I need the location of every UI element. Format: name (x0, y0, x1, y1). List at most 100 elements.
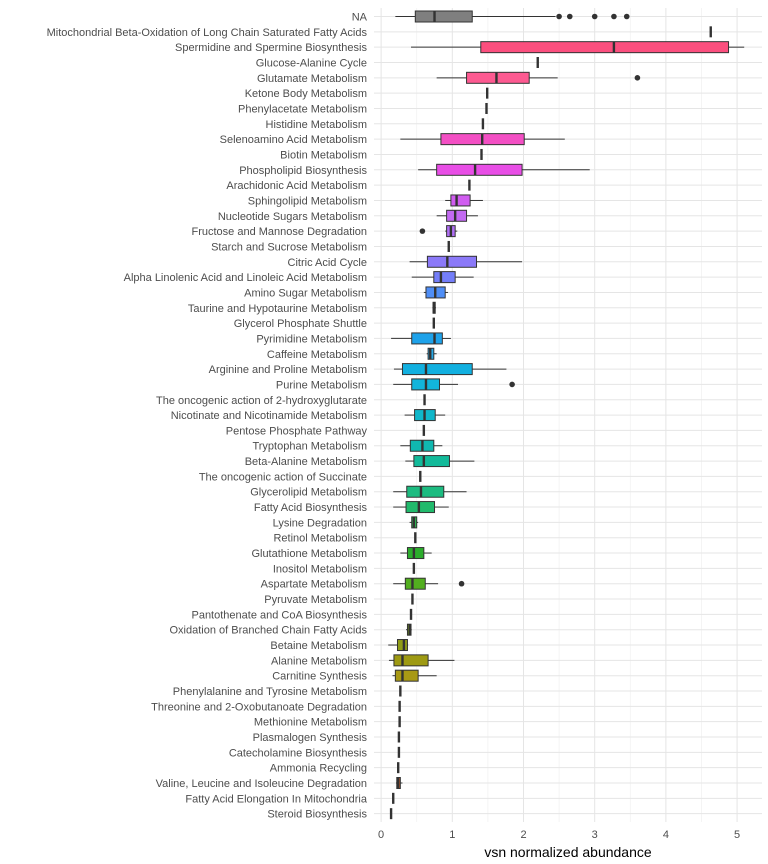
box (480, 41, 730, 54)
box-series (393, 501, 449, 514)
box (405, 501, 436, 514)
category-label: Betaine Metabolism (270, 640, 367, 652)
category-label: Glutathione Metabolism (251, 548, 367, 560)
box (450, 194, 471, 207)
box-series (396, 777, 403, 789)
box-series (400, 133, 565, 146)
box-series (393, 577, 465, 590)
category-label: NA (352, 12, 368, 24)
box (406, 485, 445, 498)
box-series (418, 163, 590, 176)
category-label: The oncogenic action of Succinate (199, 471, 367, 483)
category-label: Purine Metabolism (276, 379, 367, 391)
category-label: Pantothenate and CoA Biosynthesis (191, 609, 367, 621)
box-layer (388, 10, 745, 820)
x-tick-label: 3 (592, 829, 598, 841)
category-label: Valine, Leucine and Isoleucine Degradati… (156, 778, 367, 790)
category-label: Glycerol Phosphate Shuttle (234, 318, 367, 330)
box (426, 255, 478, 268)
box (436, 163, 523, 176)
category-label: Caffeine Metabolism (267, 349, 367, 361)
box (466, 71, 530, 84)
outlier-point (634, 75, 641, 81)
category-label: Glucose-Alanine Cycle (256, 57, 367, 69)
box-series (411, 271, 474, 284)
category-label: Arginine and Proline Metabolism (209, 364, 367, 376)
box (433, 271, 456, 284)
box-series (400, 439, 443, 452)
x-axis-title: vsn normalized abundance (484, 844, 652, 860)
x-tick-label: 0 (378, 829, 384, 841)
category-label: Fructose and Mannose Degradation (192, 226, 368, 238)
box (446, 209, 468, 222)
category-label: Aspartate Metabolism (261, 579, 367, 591)
box (413, 455, 450, 468)
category-label: Oxidation of Branched Chain Fatty Acids (170, 625, 368, 637)
box-series (388, 654, 455, 667)
category-label: Steroid Biosynthesis (267, 809, 367, 821)
box (396, 639, 408, 652)
category-label: Retinol Metabolism (273, 533, 367, 545)
category-label: Selenoamino Acid Metabolism (220, 134, 367, 146)
category-label: Citric Acid Cycle (288, 257, 367, 269)
category-label: Alanine Metabolism (271, 655, 367, 667)
x-tick-label: 4 (663, 829, 669, 841)
box-series (411, 41, 745, 54)
category-label: Catecholamine Biosynthesis (229, 747, 368, 759)
category-label: Arachidonic Acid Metabolism (226, 180, 367, 192)
category-label: Biotin Metabolism (280, 149, 367, 161)
category-label: The oncogenic action of 2-hydroxyglutara… (156, 395, 367, 407)
category-label: Spermidine and Spermine Biosynthesis (175, 42, 367, 54)
category-label: Mitochondrial Beta-Oxidation of Long Cha… (47, 27, 368, 39)
outlier-point (623, 13, 630, 20)
category-label: Glutamate Metabolism (257, 73, 367, 85)
category-label: Fatty Acid Biosynthesis (254, 502, 368, 514)
category-label: Nucleotide Sugars Metabolism (218, 211, 367, 223)
box-series (409, 516, 419, 529)
outlier-point (419, 228, 426, 234)
category-label: Taurine and Hypotaurine Metabolism (188, 303, 367, 315)
category-label: Pentose Phosphate Pathway (226, 425, 368, 437)
category-label: Phospholipid Biosynthesis (239, 165, 367, 177)
box-series (445, 194, 483, 207)
category-label: Tryptophan Metabolism (252, 441, 367, 453)
box-series (409, 255, 523, 268)
outlier-point (458, 580, 465, 587)
category-label: Glycerolipid Metabolism (250, 487, 367, 499)
box (394, 669, 419, 682)
box-series (432, 301, 436, 314)
box-series (405, 455, 475, 468)
category-label: Histidine Metabolism (266, 119, 367, 131)
box-series (423, 286, 449, 299)
category-label: Alpha Linolenic Acid and Linoleic Acid M… (124, 272, 367, 284)
category-label: Inositol Metabolism (273, 563, 367, 575)
x-tick-label: 5 (734, 829, 740, 841)
category-label: Methionine Metabolism (254, 717, 367, 729)
box-series (388, 639, 409, 652)
box-series (393, 485, 467, 498)
outlier-point (556, 13, 562, 20)
category-label: Sphingolipid Metabolism (248, 195, 367, 207)
box-series (426, 347, 437, 360)
box-series (419, 225, 458, 238)
outlier-point (611, 13, 617, 20)
category-label: Lysine Degradation (273, 517, 367, 529)
category-label: Beta-Alanine Metabolism (245, 456, 367, 468)
box-series (400, 547, 432, 560)
x-tick-labels: 0 1 2 3 4 5 (378, 829, 740, 841)
category-label: Starch and Sucrose Metabolism (211, 241, 367, 253)
x-tick-label: 1 (449, 829, 455, 841)
category-labels: NA Mitochondrial Beta-Oxidation of Long C… (47, 12, 368, 821)
box-series (393, 378, 515, 391)
box-series (436, 71, 641, 84)
box (406, 547, 425, 560)
box (414, 10, 473, 23)
box-series (404, 409, 446, 422)
outlier-point (509, 381, 515, 388)
box-series (436, 209, 478, 222)
outlier-point (566, 13, 573, 20)
category-label: Fatty Acid Elongation In Mitochondria (185, 793, 367, 805)
box-series (395, 10, 630, 23)
box-series (406, 623, 412, 636)
box (401, 363, 473, 376)
